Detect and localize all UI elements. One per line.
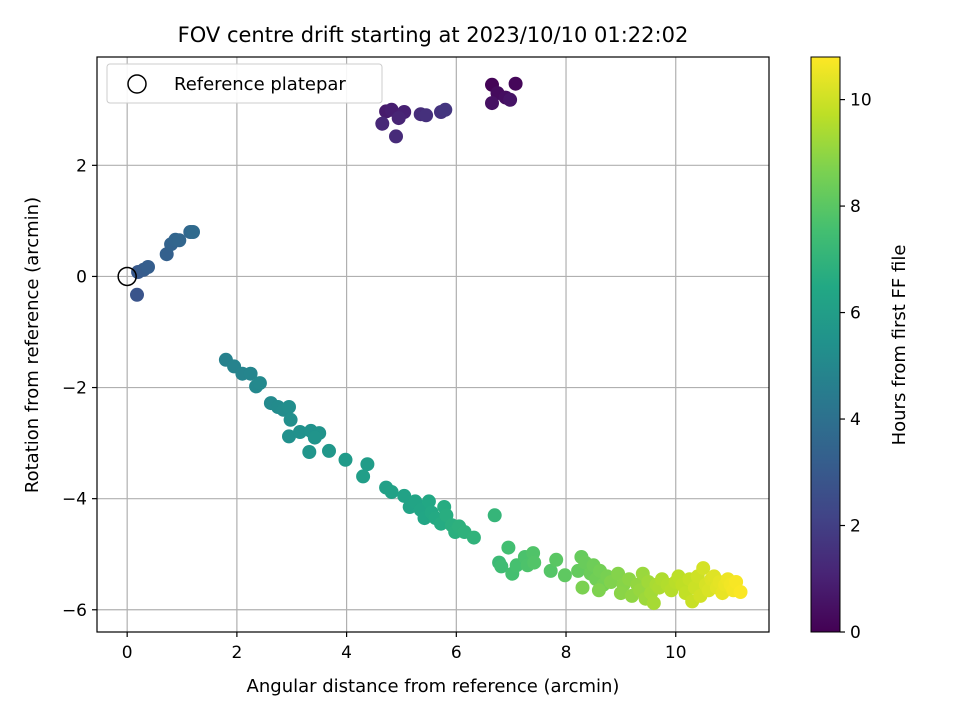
plot-frame: [96, 56, 770, 633]
scatter-point: [282, 400, 296, 414]
scatter-point: [485, 96, 499, 111]
y-tick-label: 2: [76, 156, 87, 176]
y-tick-label: 0: [76, 267, 87, 287]
scatter-point: [360, 457, 375, 472]
scatter-point: [172, 233, 187, 248]
colorbar: 0 2 4 6 8 10 Hours from first FF file: [810, 56, 910, 643]
scatter-point: [384, 485, 399, 499]
colorbar-tick-label: 8: [850, 197, 861, 217]
scatter-point: [252, 376, 267, 391]
scatter-point: [322, 443, 336, 458]
x-tick-label: 2: [231, 643, 242, 663]
scatter-point: [419, 108, 434, 123]
scatter-point: [527, 555, 542, 570]
scatter-point: [543, 563, 558, 578]
x-tick-label: 6: [451, 643, 462, 663]
scatter-point: [575, 580, 590, 595]
scatter-point: [375, 116, 390, 131]
legend-box: [106, 63, 383, 104]
scatter-point: [487, 508, 502, 523]
y-tick-label: −6: [62, 601, 87, 621]
scatter-point: [397, 488, 412, 503]
legend: Reference platepar: [106, 63, 383, 104]
scatter-point: [307, 430, 322, 445]
reference-platepar-marker: [117, 266, 137, 287]
colorbar-tick-label: 2: [850, 517, 861, 537]
y-tick-label: −4: [62, 490, 87, 510]
scatter-point: [438, 102, 453, 117]
scatter-point: [733, 585, 748, 599]
scatter-points: [130, 76, 748, 611]
scatter-point: [696, 561, 711, 576]
x-tick-label: 4: [341, 643, 352, 663]
scatter-point: [293, 425, 307, 439]
scatter-point: [557, 568, 572, 583]
y-axis-ticks: −6 −4 −2 0 2: [62, 156, 97, 621]
scatter-point: [186, 225, 200, 239]
scatter-point: [302, 445, 317, 459]
x-axis-ticks: 0 2 4 6 8 10: [122, 632, 687, 663]
chart-title: FOV centre drift starting at 2023/10/10 …: [178, 23, 689, 47]
scatter-point: [243, 366, 258, 381]
scatter-point: [421, 494, 436, 509]
scatter-point: [389, 129, 403, 144]
scatter-point: [391, 111, 406, 126]
scatter-point: [141, 260, 155, 274]
x-tick-label: 10: [665, 643, 687, 663]
scatter-point: [503, 92, 518, 107]
legend-label: Reference platepar: [174, 74, 346, 95]
colorbar-tick-label: 10: [850, 91, 872, 111]
scatter-point: [591, 583, 606, 598]
scatter-point: [549, 552, 564, 567]
scatter-point: [282, 429, 296, 444]
colorbar-tick-label: 4: [850, 410, 861, 430]
y-axis-label: Rotation from reference (arcmin): [22, 197, 43, 493]
scatter-point: [611, 566, 626, 581]
scatter-point: [338, 452, 353, 467]
scatter-point: [356, 469, 371, 484]
legend-marker: [127, 74, 147, 94]
x-tick-label: 0: [122, 643, 133, 663]
colorbar-ticks: 0 2 4 6 8 10: [840, 91, 872, 643]
scatter-point: [646, 596, 661, 611]
scatter-point: [466, 530, 481, 545]
scatter-point: [613, 586, 628, 601]
scatter-point: [494, 559, 509, 574]
colorbar-tick-label: 0: [850, 623, 861, 643]
grid-lines: [97, 57, 769, 632]
y-tick-label: −2: [62, 379, 87, 399]
scatter-point: [130, 287, 144, 302]
x-axis-label: Angular distance from reference (arcmin): [247, 676, 620, 697]
colorbar-gradient: [810, 56, 841, 633]
x-tick-label: 8: [561, 643, 572, 663]
scatter-point: [283, 412, 298, 427]
colorbar-label: Hours from first FF file: [889, 245, 910, 446]
scatter-point: [501, 540, 516, 555]
scatter-point: [508, 76, 523, 91]
colorbar-tick-label: 6: [850, 304, 861, 324]
